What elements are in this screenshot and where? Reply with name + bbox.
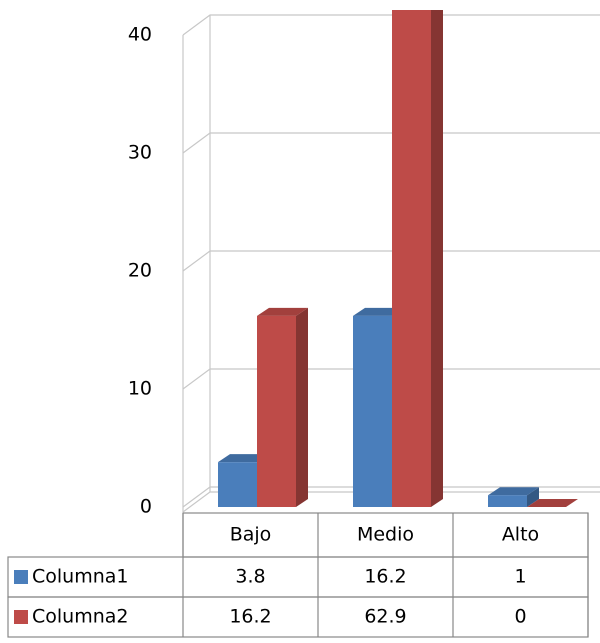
grid-line: [182, 486, 600, 508]
bar: [257, 307, 308, 507]
bar-side: [527, 487, 539, 507]
y-tick-label: 20: [128, 260, 152, 282]
table-value: 1: [514, 566, 526, 588]
bar: [527, 499, 578, 507]
table-value: 3.8: [235, 566, 265, 588]
x-tick-label: Bajo: [230, 524, 272, 546]
grid-line: [182, 250, 600, 272]
legend-label: Columna1: [32, 566, 129, 588]
table-value: 16.2: [229, 606, 271, 628]
bar-top: [527, 499, 578, 507]
bar-front: [392, 10, 431, 507]
bar-side: [431, 10, 443, 507]
bar-front: [218, 462, 257, 507]
bar-top: [353, 307, 404, 316]
bar-front: [257, 315, 296, 507]
bar-top: [488, 487, 539, 496]
bar: [488, 487, 539, 507]
bar-side: [296, 307, 308, 507]
y-tick-label: 40: [128, 24, 152, 46]
legend-swatch: [14, 610, 28, 624]
y-tick-label: 0: [140, 496, 152, 518]
legend-label: Columna2: [32, 606, 129, 628]
y-tick-label: 30: [128, 142, 152, 164]
grid-line: [182, 132, 600, 154]
bar-front: [353, 315, 392, 507]
bar-front: [488, 495, 527, 507]
table-value: 62.9: [364, 606, 406, 628]
table-value: 16.2: [364, 566, 406, 588]
grid-line: [182, 14, 600, 36]
bar-top: [218, 454, 269, 463]
x-tick-label: Alto: [502, 524, 539, 546]
table-value: 0: [514, 606, 526, 628]
x-tick-label: Medio: [357, 524, 414, 546]
legend-swatch: [14, 570, 28, 584]
grid-line: [182, 368, 600, 390]
y-tick-label: 10: [128, 378, 152, 400]
bar: [392, 10, 443, 507]
bars: [218, 10, 578, 507]
bar-top: [257, 307, 308, 316]
